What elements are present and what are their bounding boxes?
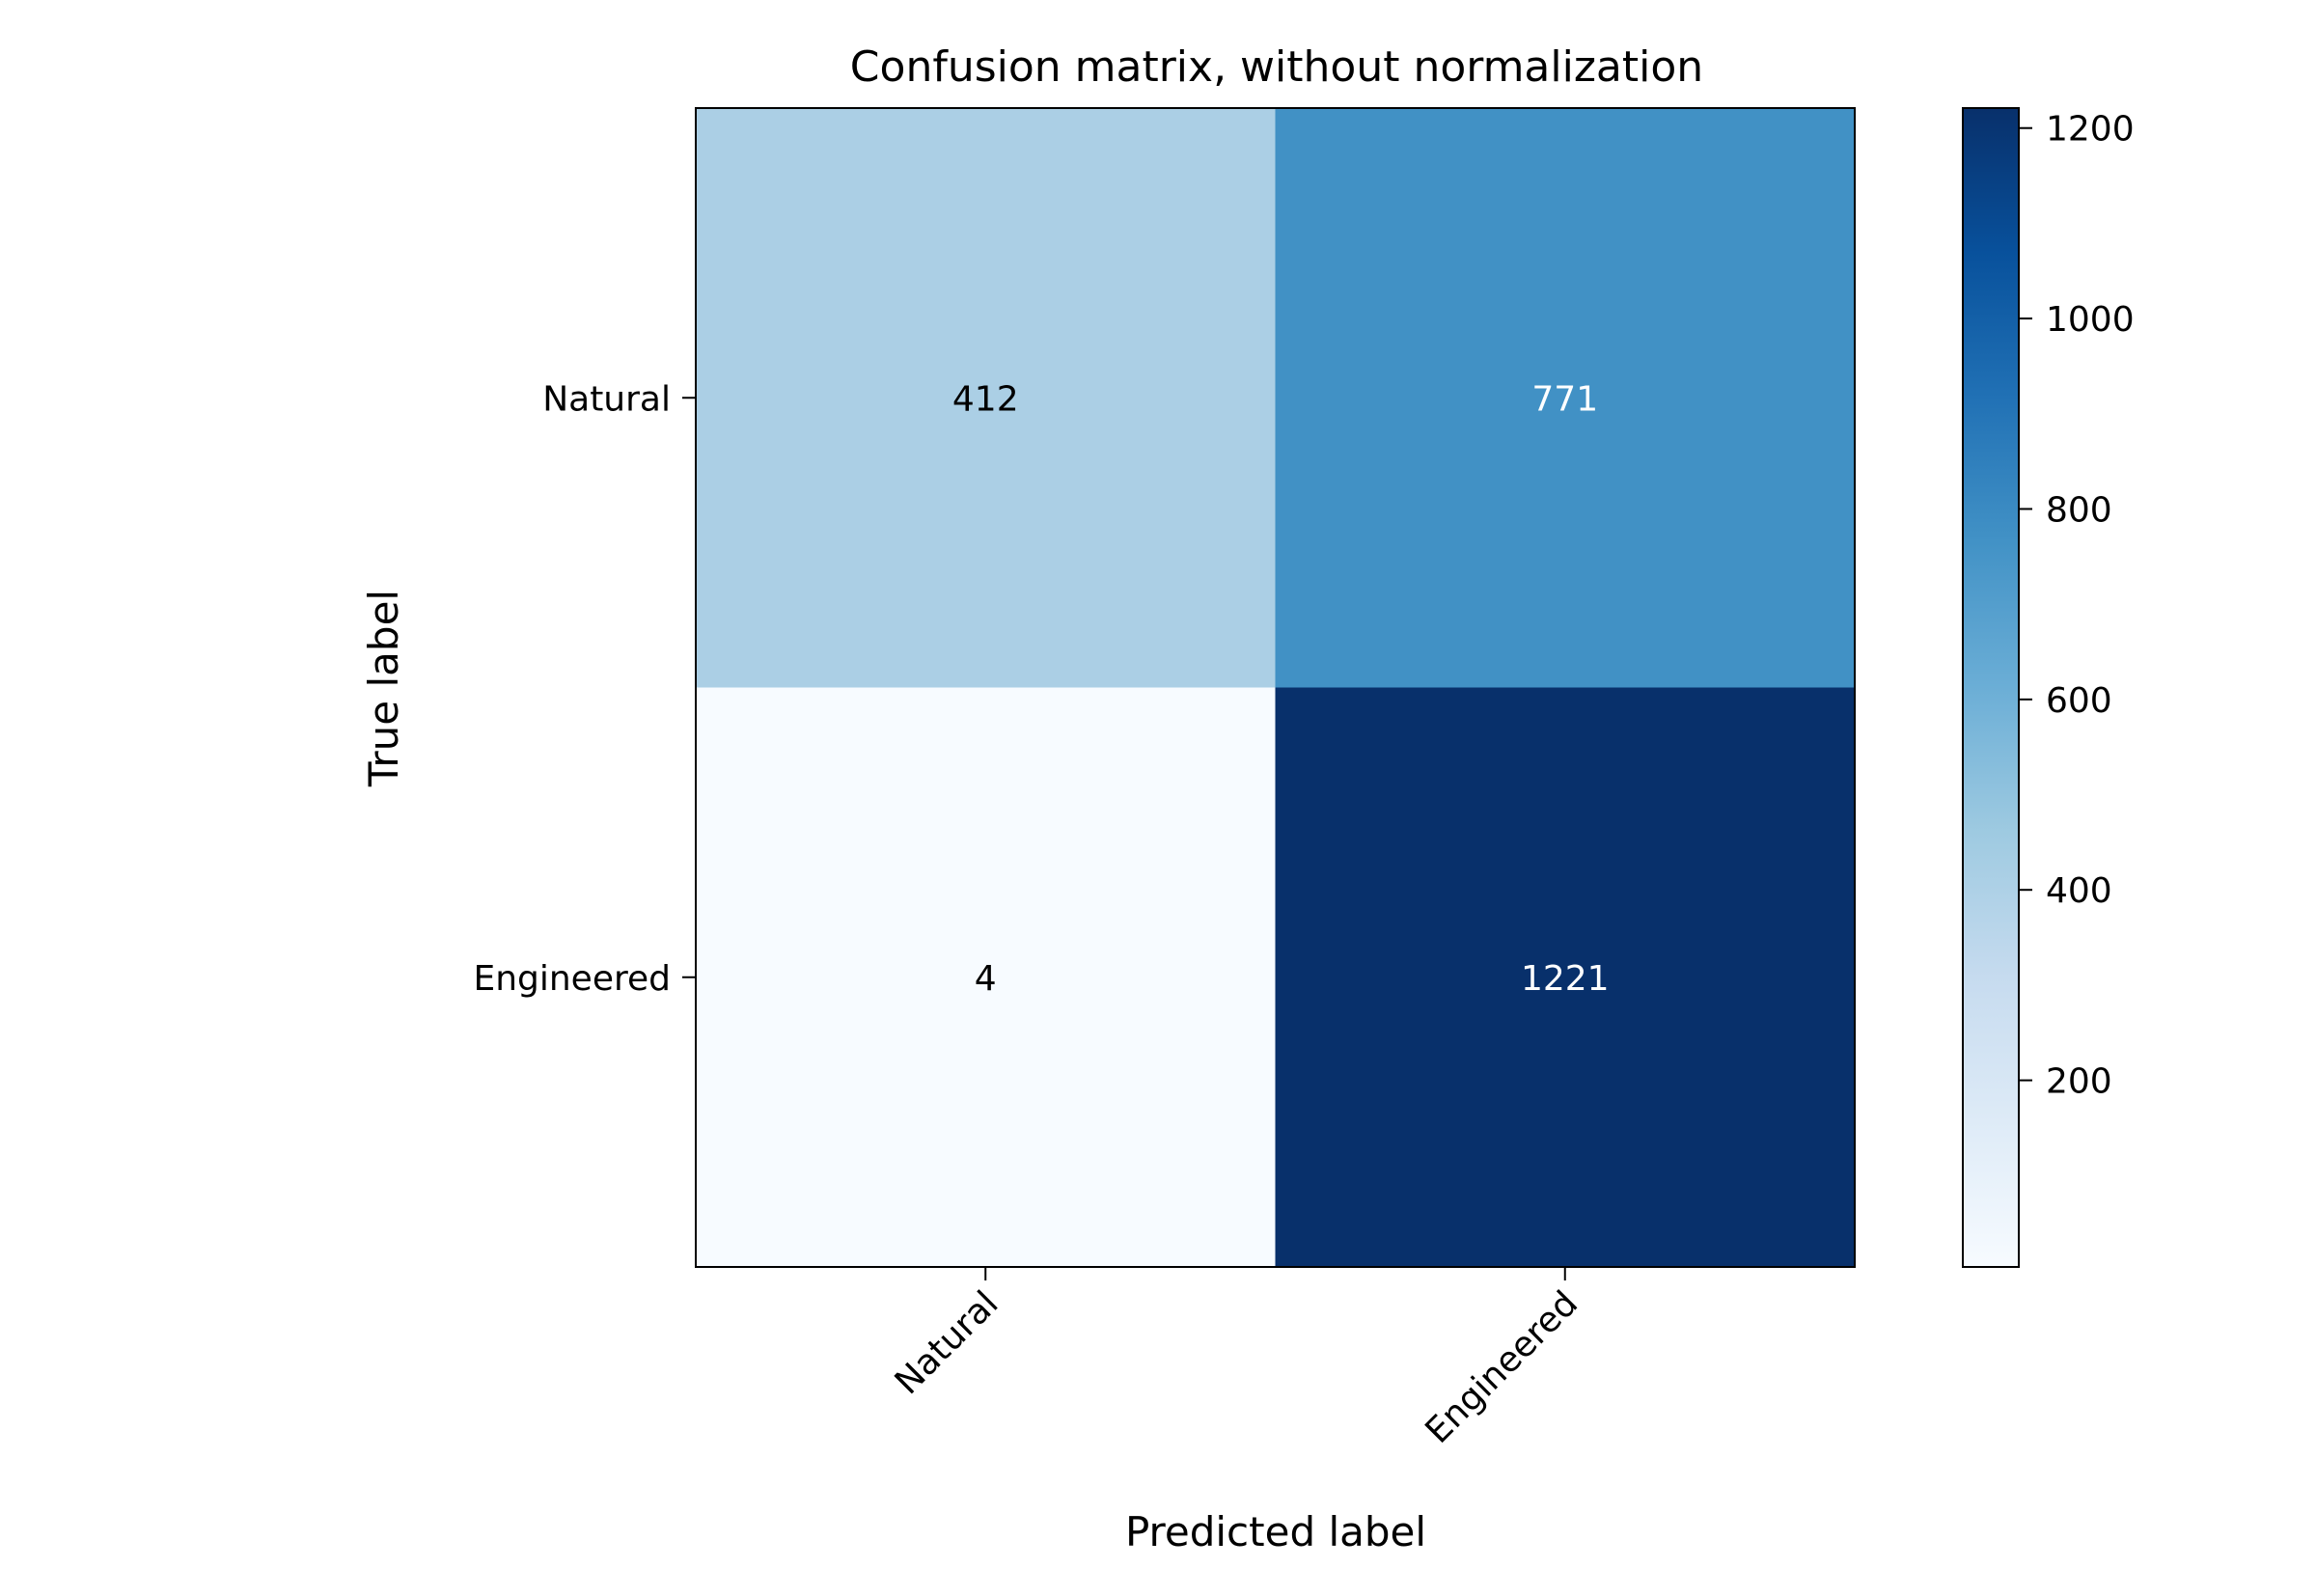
cell-value-label: 4 [975, 959, 997, 999]
cell-value-label: 771 [1531, 379, 1598, 419]
heatmap-cell [696, 687, 1276, 1268]
colorbar-tick-label: 200 [2046, 1062, 2112, 1102]
cell-value-label: 412 [952, 379, 1019, 419]
plot-frame [695, 107, 1856, 1268]
colorbar-tick-label: 1200 [2046, 110, 2135, 150]
cell-value-labels: 412 771 4 1221 [952, 379, 1610, 999]
colorbar-tick-label: 400 [2046, 871, 2112, 911]
x-tick-label: Natural [888, 1283, 1006, 1402]
colorbar-tick-label: 800 [2046, 490, 2112, 530]
x-axis-ticks: Natural Engineered [888, 1267, 1585, 1451]
y-tick-label: Natural [542, 379, 671, 419]
chart-title: Confusion matrix, without normalization [850, 42, 1703, 92]
colorbar-ticks: 200 400 600 800 1000 1200 [2019, 110, 2135, 1102]
x-tick-label: Engineered [1418, 1283, 1585, 1451]
heatmap-cell [696, 108, 1276, 688]
colorbar-tick-label: 600 [2046, 681, 2112, 721]
heatmap-cell [1275, 108, 1856, 688]
y-axis-ticks: Natural Engineered [473, 379, 696, 999]
colorbar [1963, 108, 2019, 1267]
heatmap-cells [696, 108, 1856, 1268]
colorbar-tick-label: 1000 [2046, 300, 2135, 340]
y-axis-label: True label [360, 590, 407, 787]
heatmap-cell [1275, 687, 1856, 1268]
cell-value-label: 1221 [1521, 959, 1610, 999]
y-tick-label: Engineered [473, 959, 671, 999]
colorbar-frame [1962, 107, 2020, 1268]
x-axis-label: Predicted label [1125, 1508, 1426, 1555]
